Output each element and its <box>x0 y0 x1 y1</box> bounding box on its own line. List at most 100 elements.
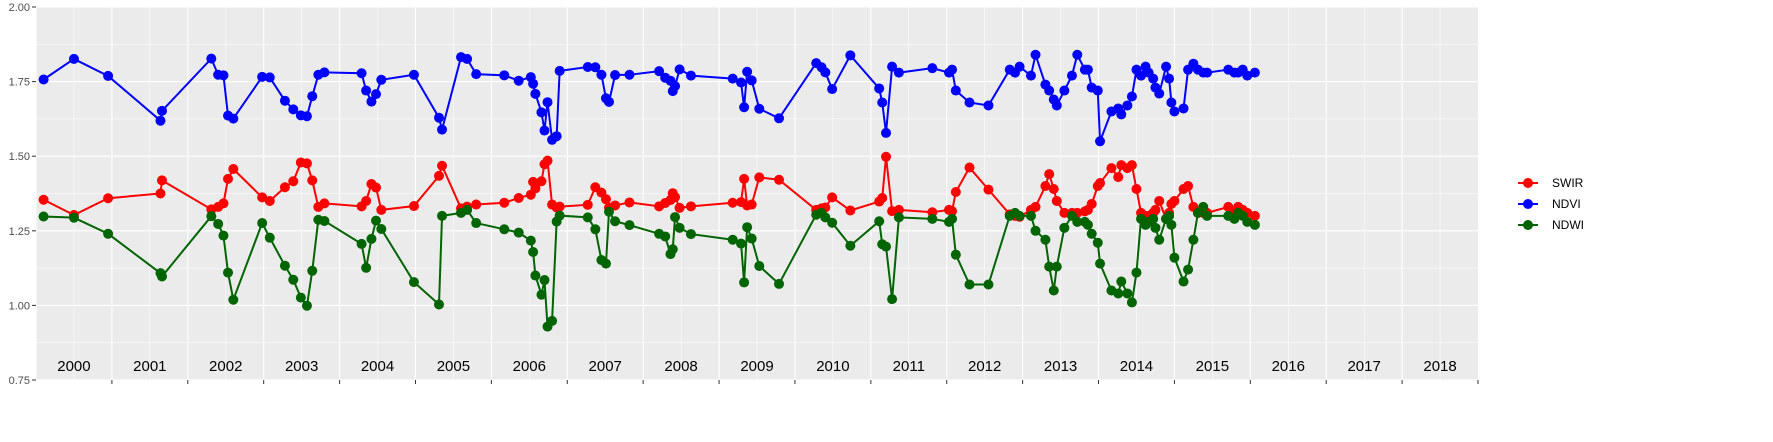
swir-point <box>600 194 611 205</box>
ndvi-point <box>1044 85 1055 96</box>
ndwi-point <box>600 258 611 269</box>
ndvi-point <box>874 83 885 94</box>
ndwi-point <box>983 279 994 290</box>
ndwi-point <box>739 277 750 288</box>
ndwi-point <box>1242 216 1253 227</box>
swir-point <box>103 193 114 204</box>
ndwi-point <box>228 294 239 305</box>
ndvi-point <box>288 104 299 115</box>
swir-point <box>536 176 547 187</box>
ndvi-point <box>1136 70 1147 81</box>
ndwi-point <box>539 275 550 286</box>
ndvi-point <box>983 100 994 111</box>
ndvi-point <box>950 85 961 96</box>
swir-point <box>155 188 166 199</box>
swir-point <box>376 204 387 215</box>
swir-point <box>1044 169 1055 180</box>
ndwi-point <box>513 227 524 238</box>
ndwi-point <box>1082 219 1093 230</box>
ndvi-point <box>893 67 904 78</box>
ndvi-point <box>499 70 510 81</box>
ndvi-point <box>845 50 856 61</box>
ndvi-point <box>513 75 524 86</box>
y-tick-label: 2.00 <box>9 2 30 14</box>
ndwi-point <box>1014 210 1025 221</box>
ndwi-point <box>1169 252 1180 263</box>
ndwi-point <box>1025 210 1036 221</box>
swir-point <box>307 175 318 186</box>
swir-point <box>437 160 448 171</box>
ndvi-point <box>654 66 665 77</box>
ndwi-point <box>376 224 387 235</box>
ndwi-point <box>319 215 330 226</box>
swir-point <box>624 197 635 208</box>
ndvi-point <box>827 84 838 95</box>
ndvi-point <box>746 75 757 86</box>
swir-point <box>1183 181 1194 192</box>
ndvi-point <box>156 105 167 116</box>
ndwi-point <box>1154 234 1165 245</box>
ndvi-point <box>881 127 892 138</box>
ndwi-point <box>1183 264 1194 275</box>
ndwi-point <box>1113 288 1124 299</box>
ndvi-point <box>539 125 550 136</box>
swir-point <box>279 182 290 193</box>
ndvi-point <box>307 91 318 102</box>
year-label: 2015 <box>1196 358 1229 375</box>
ndvi-point <box>554 65 565 76</box>
ndwi-point <box>1092 237 1103 248</box>
ndvi-point <box>624 69 635 80</box>
year-label: 2009 <box>740 358 773 375</box>
ndwi-point <box>471 218 482 229</box>
ndvi-point <box>742 66 753 77</box>
ndwi-point <box>610 216 621 227</box>
ndwi-point <box>1095 258 1106 269</box>
ndvi-point <box>1202 67 1213 78</box>
ndwi-point <box>536 289 547 300</box>
legend-label: NDWI <box>1552 218 1584 232</box>
year-label: 2017 <box>1347 358 1380 375</box>
ndwi-point <box>434 299 444 310</box>
ndvi-point <box>739 102 750 113</box>
ndwi-point <box>827 217 838 228</box>
ndvi-point <box>371 89 382 100</box>
ndvi-point <box>887 61 898 72</box>
ndwi-point <box>1040 234 1051 245</box>
ndwi-point <box>554 210 565 221</box>
ndvi-point <box>376 74 387 85</box>
swir-point <box>881 151 892 162</box>
ndwi-point <box>206 211 217 222</box>
y-tick-label: 1.75 <box>9 77 30 89</box>
swir-point <box>670 192 681 203</box>
ndvi-point <box>1014 61 1025 72</box>
swir-point <box>1095 178 1106 189</box>
swir-point <box>727 197 738 208</box>
swir-point <box>746 199 757 210</box>
ndwi-point <box>356 238 367 249</box>
legend: SWIR NDVI NDWI <box>1518 176 1584 232</box>
year-label: 2004 <box>361 358 394 375</box>
ndvi-point <box>218 70 229 81</box>
ndwi-point <box>38 211 49 222</box>
year-label: 2014 <box>1120 358 1153 375</box>
swir-point <box>1126 160 1137 171</box>
ndvi-point <box>1051 100 1062 111</box>
ndvi-point <box>1161 61 1172 72</box>
legend-item-swir: SWIR <box>1518 176 1584 190</box>
series-ndvi <box>38 49 1260 147</box>
ndvi-point <box>1025 70 1036 81</box>
swir-point <box>499 197 510 208</box>
ndwi-point <box>361 262 372 273</box>
ndvi-point <box>228 113 239 124</box>
ndvi-point <box>1030 49 1041 60</box>
swir-point <box>1131 184 1142 195</box>
ndwi-point <box>1122 288 1133 299</box>
swir-point <box>877 192 888 203</box>
ndvi-point <box>674 64 685 75</box>
ndvi-point <box>471 69 482 80</box>
ndwi-point <box>590 224 601 235</box>
y-tick-label: 0.75 <box>9 375 30 387</box>
ndwi-point <box>437 210 448 221</box>
ndwi-point <box>1086 228 1097 239</box>
ndwi-point <box>223 267 234 278</box>
